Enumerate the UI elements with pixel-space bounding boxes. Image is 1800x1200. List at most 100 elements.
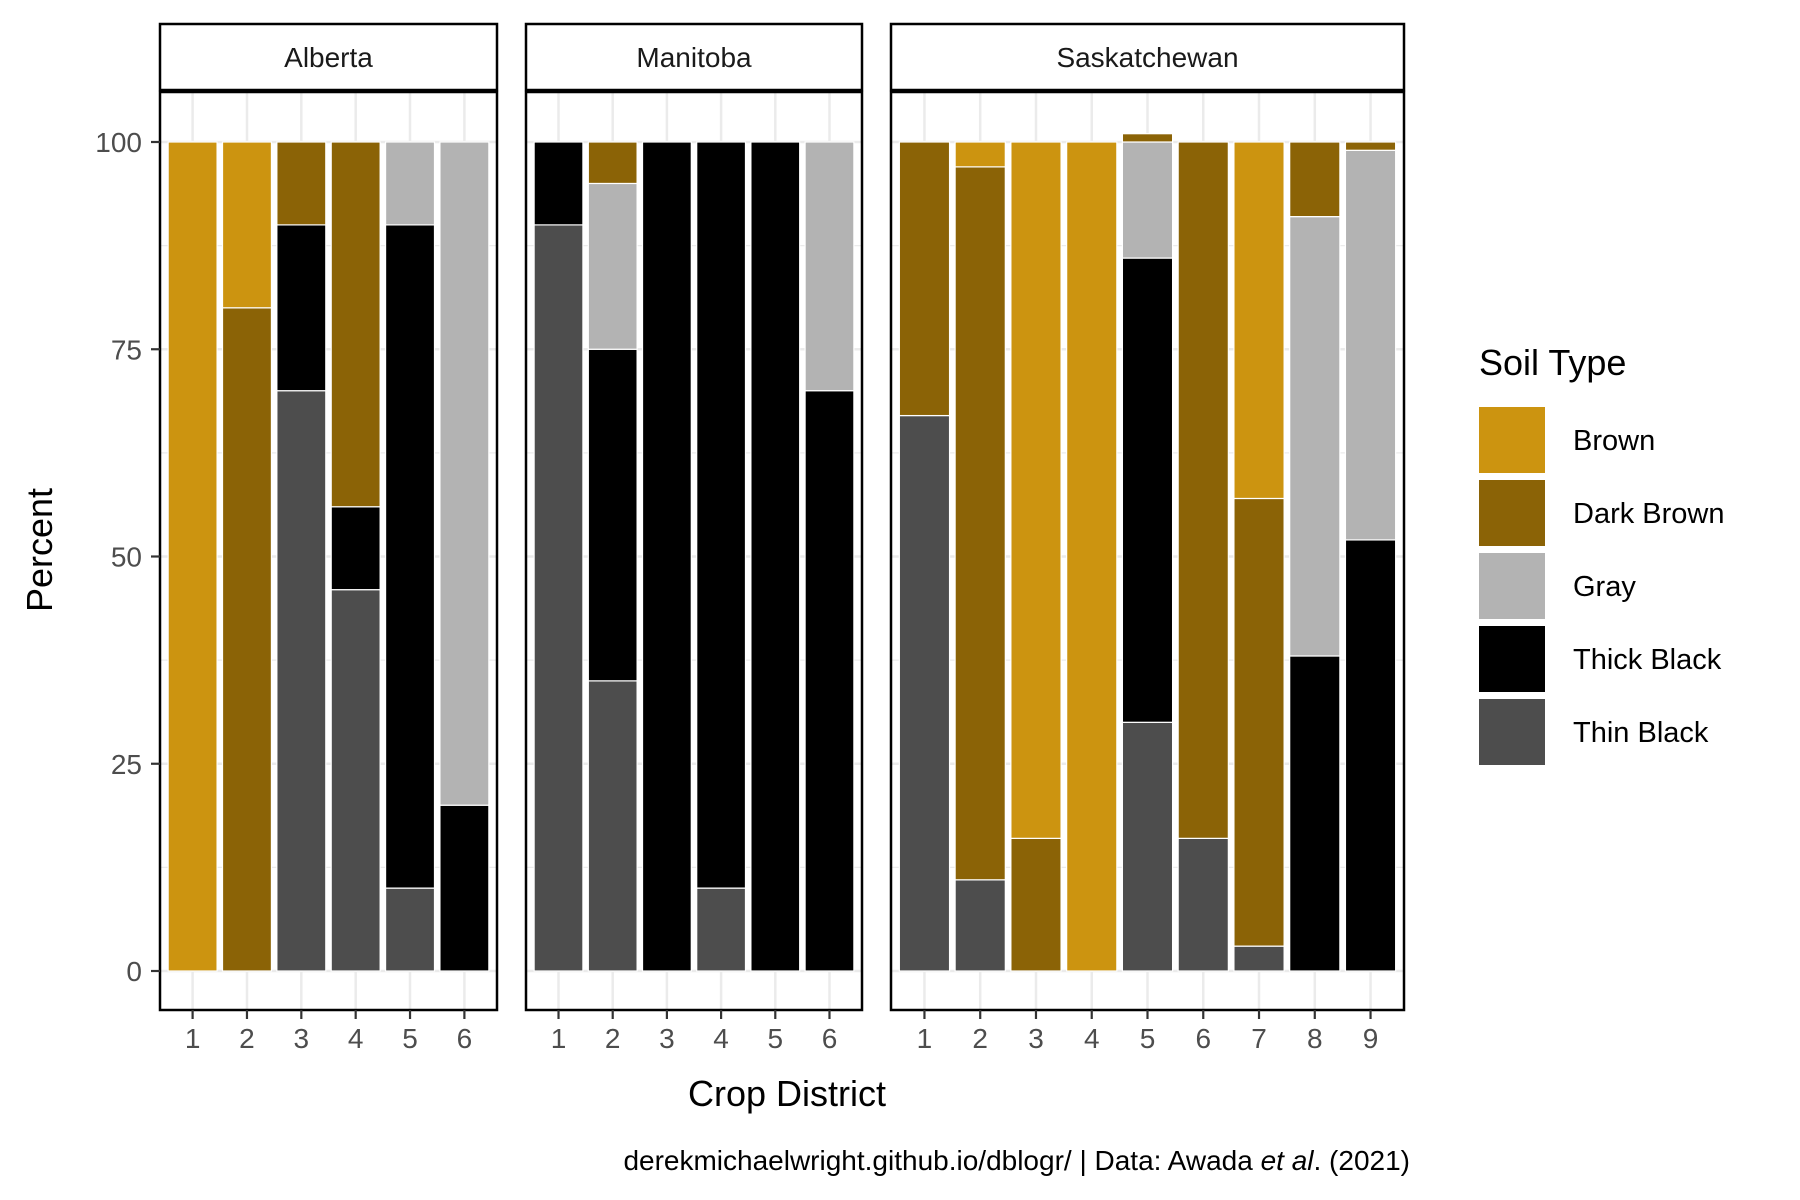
bar-segment-alberta-5-thick-black xyxy=(384,224,436,889)
facet-alberta: Alberta 1 2 3 4 5 6 0 25 50 75 100 xyxy=(95,22,499,1054)
y-axis-title: Percent xyxy=(19,488,60,612)
caption-prefix: derekmichaelwright.github.io/dblogr/ | D… xyxy=(623,1145,1260,1176)
panel-border-alberta xyxy=(158,90,499,1012)
x-tick-label: 5 xyxy=(402,1023,418,1054)
bar-segment-manitoba-1-thick-black xyxy=(533,141,584,226)
bar-segment-saskatchewan-7-dark-brown xyxy=(1233,497,1285,947)
bar-segment-manitoba-2-thin-black xyxy=(587,680,638,972)
legend: Soil Type Brown Dark Brown Gray Thick Black… xyxy=(1479,342,1725,765)
x-tick-label: 7 xyxy=(1251,1023,1267,1054)
y-tick-label: 25 xyxy=(111,749,142,780)
bars-alberta xyxy=(167,141,490,972)
bar-segment-manitoba-4-thick-black xyxy=(696,141,747,889)
y-axis: 0 25 50 75 100 xyxy=(95,127,160,987)
bar-segment-saskatchewan-3-brown xyxy=(1010,141,1062,839)
legend-label-thick-black: Thick Black xyxy=(1573,644,1722,676)
x-tick-label: 6 xyxy=(822,1023,838,1054)
x-tick-label: 3 xyxy=(1028,1023,1044,1054)
bar-segment-saskatchewan-1-dark-brown xyxy=(898,141,951,417)
legend-key-dark-brown xyxy=(1479,480,1545,546)
facet-saskatchewan: Saskatchewan 1 2 3 4 5 6 7 8 9 xyxy=(889,22,1406,1054)
legend-key-thick-black xyxy=(1479,626,1545,692)
bar-segment-alberta-4-thin-black xyxy=(330,589,381,972)
bar-segment-saskatchewan-7-thin-black xyxy=(1233,945,1285,972)
bar-segment-alberta-2-dark-brown xyxy=(221,307,273,972)
bar-segment-saskatchewan-2-dark-brown xyxy=(954,166,1006,881)
strip-label-alberta: Alberta xyxy=(284,42,373,73)
bar-segment-saskatchewan-9-dark-brown xyxy=(1344,141,1397,151)
bar-segment-saskatchewan-3-dark-brown xyxy=(1010,837,1062,972)
bar-segment-alberta-3-thick-black xyxy=(276,224,327,392)
bar-segment-saskatchewan-2-brown xyxy=(954,141,1006,168)
bar-segment-saskatchewan-7-brown xyxy=(1233,141,1285,500)
x-axis-saskatchewan: 1 2 3 4 5 6 7 8 9 xyxy=(917,1010,1379,1054)
bar-segment-saskatchewan-5-dark-brown xyxy=(1121,133,1174,143)
y-tick-label: 0 xyxy=(126,956,142,987)
x-tick-label: 1 xyxy=(917,1023,933,1054)
bar-segment-manitoba-3-thick-black xyxy=(641,141,692,972)
bar-segment-alberta-3-thin-black xyxy=(276,390,327,972)
x-tick-label: 2 xyxy=(605,1023,621,1054)
bar-segment-saskatchewan-1-thin-black xyxy=(898,414,951,972)
x-tick-label: 8 xyxy=(1307,1023,1323,1054)
bar-segment-saskatchewan-5-thick-black xyxy=(1121,257,1174,723)
y-tick-label: 50 xyxy=(111,542,142,573)
x-tick-label: 1 xyxy=(185,1023,201,1054)
bar-segment-manitoba-2-thick-black xyxy=(587,348,638,682)
legend-key-gray xyxy=(1479,553,1545,619)
legend-label-thin-black: Thin Black xyxy=(1573,717,1709,749)
bar-segment-alberta-3-dark-brown xyxy=(276,141,327,226)
x-tick-label: 6 xyxy=(1195,1023,1211,1054)
x-tick-label: 9 xyxy=(1363,1023,1379,1054)
caption: derekmichaelwright.github.io/dblogr/ | D… xyxy=(623,1145,1410,1176)
bar-segment-alberta-5-gray xyxy=(384,141,436,226)
bar-segment-alberta-4-dark-brown xyxy=(330,141,381,508)
caption-suffix: . (2021) xyxy=(1314,1145,1411,1176)
bar-segment-saskatchewan-5-gray xyxy=(1121,141,1174,259)
x-axis-manitoba: 1 2 3 4 5 6 xyxy=(551,1010,838,1054)
bar-segment-alberta-4-thick-black xyxy=(330,506,381,591)
x-axis-alberta: 1 2 3 4 5 6 xyxy=(185,1010,472,1054)
strip-manitoba xyxy=(524,22,864,92)
x-tick-label: 4 xyxy=(713,1023,729,1054)
bar-segment-saskatchewan-8-dark-brown xyxy=(1289,141,1341,218)
x-tick-label: 2 xyxy=(239,1023,255,1054)
y-tick-label: 100 xyxy=(95,127,142,158)
y-tick-label: 75 xyxy=(111,334,142,365)
x-tick-label: 2 xyxy=(972,1023,988,1054)
legend-label-gray: Gray xyxy=(1573,571,1636,603)
bar-segment-saskatchewan-8-gray xyxy=(1289,216,1341,657)
caption-italic: et al xyxy=(1261,1145,1315,1176)
x-tick-label: 3 xyxy=(659,1023,675,1054)
x-tick-label: 5 xyxy=(1140,1023,1156,1054)
bar-segment-manitoba-2-gray xyxy=(587,182,638,350)
legend-items: Brown Dark Brown Gray Thick Black Thin Black xyxy=(1479,407,1725,765)
bar-segment-alberta-6-thick-black xyxy=(439,804,490,972)
bar-segment-manitoba-2-dark-brown xyxy=(587,141,638,185)
strip-saskatchewan xyxy=(889,22,1406,92)
strip-label-manitoba: Manitoba xyxy=(636,42,752,73)
x-tick-label: 1 xyxy=(551,1023,567,1054)
bar-segment-saskatchewan-4-brown xyxy=(1066,141,1118,972)
bar-segment-manitoba-4-thin-black xyxy=(696,887,747,972)
x-tick-label: 4 xyxy=(348,1023,364,1054)
bars-manitoba xyxy=(533,141,855,972)
panel-border-manitoba xyxy=(524,90,864,1012)
bar-segment-manitoba-5-thick-black xyxy=(750,141,801,972)
bar-segment-manitoba-6-thick-black xyxy=(804,390,855,972)
legend-label-brown: Brown xyxy=(1573,425,1655,457)
bar-segment-saskatchewan-6-thin-black xyxy=(1177,837,1229,972)
bar-segment-alberta-5-thin-black xyxy=(384,887,436,972)
bar-segment-saskatchewan-2-thin-black xyxy=(954,879,1006,972)
x-axis-title: Crop District xyxy=(688,1073,886,1114)
bar-segment-saskatchewan-5-thin-black xyxy=(1121,721,1174,972)
bar-segment-saskatchewan-6-dark-brown xyxy=(1177,141,1229,839)
x-tick-label: 4 xyxy=(1084,1023,1100,1054)
bar-segment-alberta-6-gray xyxy=(439,141,490,806)
facet-manitoba: Manitoba 1 2 3 4 5 6 xyxy=(524,22,864,1054)
x-tick-label: 5 xyxy=(768,1023,784,1054)
legend-key-brown xyxy=(1479,407,1545,473)
bar-segment-saskatchewan-8-thick-black xyxy=(1289,655,1341,972)
